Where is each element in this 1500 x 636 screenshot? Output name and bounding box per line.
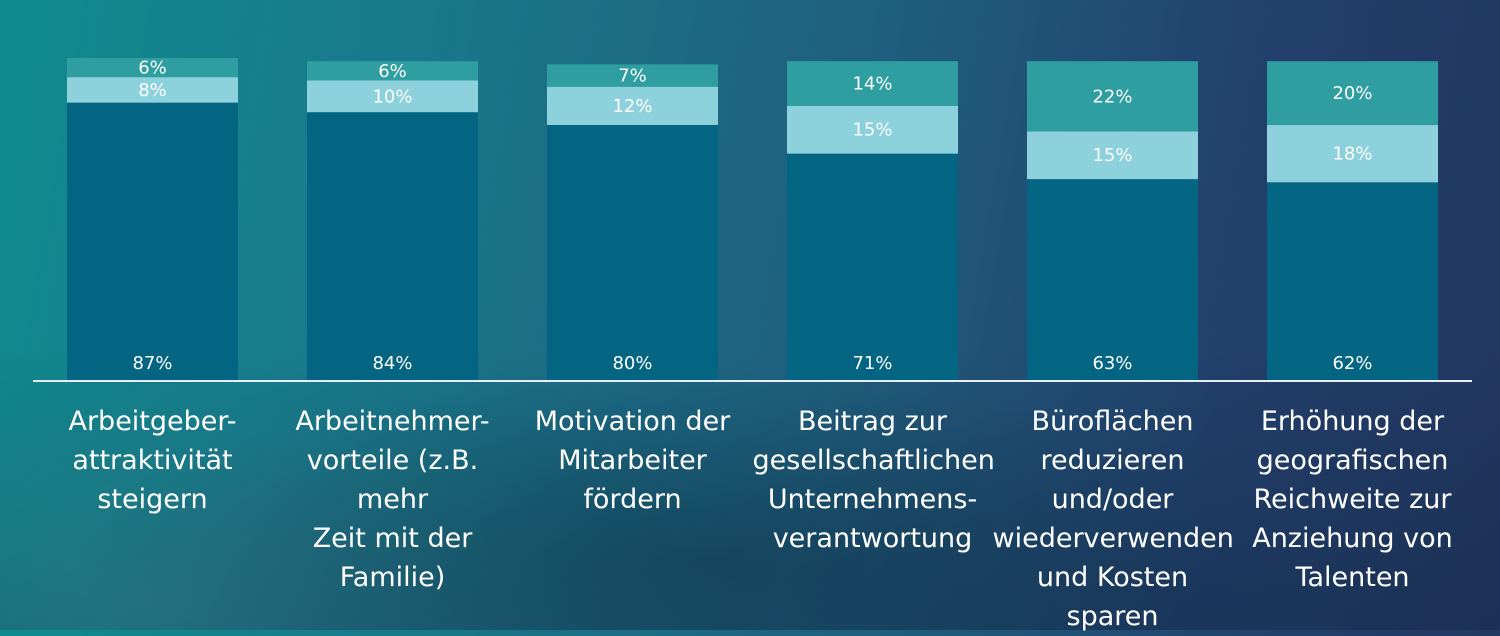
bar-segment-4-1 bbox=[1027, 131, 1198, 180]
data-label-1-1: 10% bbox=[372, 86, 412, 107]
bar-segment-0-1 bbox=[67, 77, 238, 103]
data-label-3-1: 15% bbox=[852, 120, 892, 141]
category-label-3: Beitrag zur gesellschaftlichen Unternehm… bbox=[752, 406, 995, 554]
data-label-1-2: 6% bbox=[378, 61, 407, 82]
data-label-3-0: 71% bbox=[852, 353, 892, 374]
data-label-5-1: 18% bbox=[1332, 144, 1372, 165]
data-label-5-0: 62% bbox=[1332, 353, 1372, 374]
bar-segment-0-2 bbox=[67, 58, 238, 78]
bar-segment-3-0 bbox=[787, 153, 958, 380]
data-label-0-2: 6% bbox=[138, 58, 167, 79]
bar-segment-3-2 bbox=[787, 61, 958, 106]
data-label-4-2: 22% bbox=[1092, 86, 1132, 107]
bar-segment-2-0 bbox=[547, 124, 718, 380]
bar-segment-1-0 bbox=[307, 112, 478, 380]
data-label-2-1: 12% bbox=[612, 96, 652, 117]
bar-segment-5-2 bbox=[1267, 61, 1438, 125]
data-label-4-1: 15% bbox=[1092, 145, 1132, 166]
data-label-2-2: 7% bbox=[618, 66, 647, 87]
bar-segment-4-2 bbox=[1027, 61, 1198, 132]
bar-segment-2-2 bbox=[547, 64, 718, 87]
bar-segment-3-1 bbox=[787, 105, 958, 154]
category-label-5: Erhöhung der geografischen Reichweite zu… bbox=[1252, 406, 1453, 593]
bar-segment-0-0 bbox=[67, 102, 238, 380]
data-label-5-2: 20% bbox=[1332, 83, 1372, 104]
data-label-4-0: 63% bbox=[1092, 353, 1132, 374]
bar-segment-4-0 bbox=[1027, 179, 1198, 380]
category-label-4: Büroflächen reduzieren und/oder wiederve… bbox=[992, 406, 1234, 632]
data-label-0-1: 8% bbox=[138, 80, 167, 101]
bar-segment-5-0 bbox=[1267, 182, 1438, 380]
bar-segment-1-2 bbox=[307, 61, 478, 81]
data-label-0-0: 87% bbox=[132, 353, 172, 374]
category-label-0: Arbeitgeber- attraktivität steigern bbox=[68, 406, 237, 515]
bar-segment-5-1 bbox=[1267, 124, 1438, 183]
bar-segment-1-1 bbox=[307, 80, 478, 113]
category-label-1: Arbeitnehmer- vorteile (z.B. mehr Zeit m… bbox=[295, 406, 490, 593]
data-label-2-0: 80% bbox=[612, 353, 652, 374]
category-label-2: Motivation der Mitarbeiter fördern bbox=[534, 406, 731, 515]
data-label-3-2: 14% bbox=[852, 74, 892, 95]
bar-segment-2-1 bbox=[547, 86, 718, 125]
data-label-1-0: 84% bbox=[372, 353, 412, 374]
